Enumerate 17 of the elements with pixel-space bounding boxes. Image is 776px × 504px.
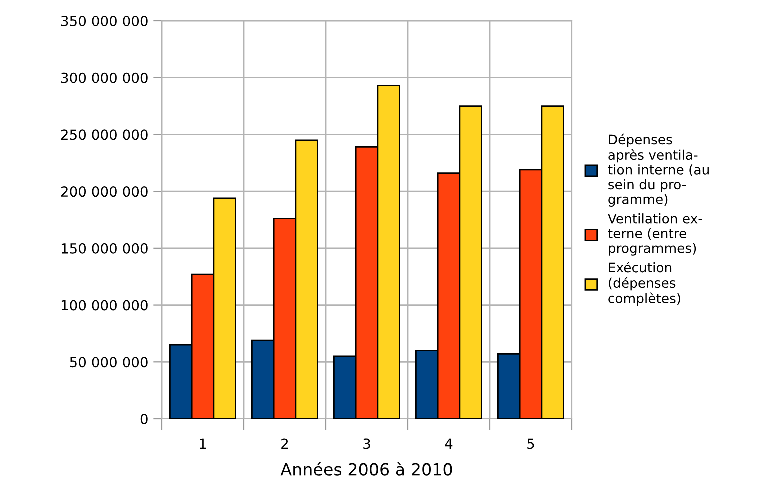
x-axis-title: Années 2006 à 2010 [280, 462, 452, 476]
x-tick-label: 1 [200, 438, 206, 449]
y-tick-label: 200 000 000 [61, 186, 148, 198]
y-tick-label: 0 [140, 414, 148, 424]
legend-label: Ventilation ex- terne (entre programmes) [608, 214, 702, 256]
y-tick-label: 100 000 000 [62, 300, 148, 311]
y-tick-label: 50 000 000 [70, 357, 148, 368]
x-tick-label: 2 [282, 438, 288, 449]
x-tick-label: 5 [528, 438, 534, 450]
y-tick-label: 250 000 000 [61, 130, 148, 140]
y-tick-label: 300 000 000 [62, 72, 148, 84]
y-tick-label: 150 000 000 [62, 243, 148, 254]
legend-label: Dépenses après ventila- tion interne (au sein du pro- gramme) [608, 134, 709, 207]
legend-label: Exécution (dépenses complètes) [608, 262, 680, 306]
x-tick-label: 3 [364, 438, 370, 450]
x-tick-label: 4 [445, 438, 453, 449]
y-tick-label: 350 000 000 [62, 16, 148, 26]
